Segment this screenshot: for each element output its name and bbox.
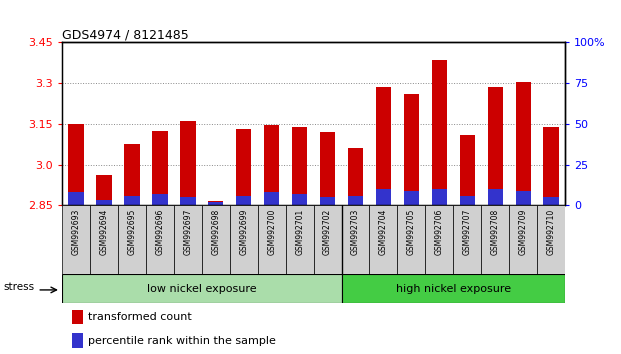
Bar: [376, 87, 391, 205]
Bar: [286, 205, 314, 274]
Bar: [174, 205, 202, 274]
Bar: [487, 189, 503, 205]
Bar: [124, 195, 140, 205]
Bar: [208, 202, 224, 205]
Bar: [509, 205, 537, 274]
Bar: [258, 205, 286, 274]
Bar: [72, 333, 83, 348]
Bar: [369, 205, 397, 274]
Bar: [425, 205, 453, 274]
Text: high nickel exposure: high nickel exposure: [396, 284, 511, 293]
Bar: [342, 205, 369, 274]
Bar: [236, 195, 252, 205]
Text: transformed count: transformed count: [88, 312, 192, 322]
Bar: [152, 131, 168, 205]
Bar: [96, 175, 112, 205]
Bar: [124, 144, 140, 205]
Text: GSM992700: GSM992700: [267, 209, 276, 255]
Bar: [72, 310, 83, 324]
Bar: [515, 82, 531, 205]
Bar: [62, 274, 342, 303]
Text: stress: stress: [3, 282, 34, 292]
Bar: [397, 205, 425, 274]
Text: GSM992710: GSM992710: [546, 209, 556, 255]
Bar: [68, 125, 84, 205]
Bar: [432, 60, 447, 205]
Text: GSM992707: GSM992707: [463, 209, 472, 255]
Bar: [96, 200, 112, 205]
Bar: [264, 125, 279, 205]
Bar: [460, 195, 475, 205]
Bar: [487, 87, 503, 205]
Text: GSM992709: GSM992709: [519, 209, 528, 255]
Bar: [264, 192, 279, 205]
Bar: [180, 197, 196, 205]
Text: percentile rank within the sample: percentile rank within the sample: [88, 336, 276, 346]
Bar: [537, 205, 565, 274]
Bar: [90, 205, 118, 274]
Text: GSM992695: GSM992695: [127, 209, 137, 255]
Bar: [404, 191, 419, 205]
Bar: [404, 93, 419, 205]
Bar: [146, 205, 174, 274]
Text: GSM992697: GSM992697: [183, 209, 193, 255]
Bar: [292, 127, 307, 205]
Bar: [236, 129, 252, 205]
Bar: [543, 197, 559, 205]
Text: GSM992705: GSM992705: [407, 209, 416, 255]
Bar: [208, 201, 224, 205]
Bar: [230, 205, 258, 274]
Bar: [515, 191, 531, 205]
Text: low nickel exposure: low nickel exposure: [147, 284, 256, 293]
Bar: [348, 148, 363, 205]
Text: GSM992693: GSM992693: [71, 209, 81, 255]
Bar: [62, 205, 90, 274]
Text: GDS4974 / 8121485: GDS4974 / 8121485: [62, 28, 189, 41]
Text: GSM992698: GSM992698: [211, 209, 220, 255]
Bar: [543, 127, 559, 205]
Bar: [376, 189, 391, 205]
Bar: [314, 205, 342, 274]
Text: GSM992702: GSM992702: [323, 209, 332, 255]
Bar: [320, 132, 335, 205]
Text: GSM992701: GSM992701: [295, 209, 304, 255]
Text: GSM992706: GSM992706: [435, 209, 444, 255]
Bar: [342, 274, 565, 303]
Text: GSM992708: GSM992708: [491, 209, 500, 255]
Bar: [118, 205, 146, 274]
Bar: [68, 192, 84, 205]
Text: GSM992694: GSM992694: [99, 209, 109, 255]
Bar: [320, 197, 335, 205]
Bar: [348, 195, 363, 205]
Bar: [453, 205, 481, 274]
Text: GSM992699: GSM992699: [239, 209, 248, 255]
Text: GSM992704: GSM992704: [379, 209, 388, 255]
Bar: [292, 194, 307, 205]
Text: GSM992696: GSM992696: [155, 209, 165, 255]
Bar: [152, 194, 168, 205]
Bar: [180, 121, 196, 205]
Bar: [460, 135, 475, 205]
Bar: [202, 205, 230, 274]
Bar: [432, 189, 447, 205]
Bar: [481, 205, 509, 274]
Text: GSM992703: GSM992703: [351, 209, 360, 255]
